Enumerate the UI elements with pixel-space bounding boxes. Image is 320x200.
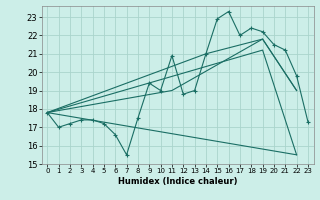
X-axis label: Humidex (Indice chaleur): Humidex (Indice chaleur) bbox=[118, 177, 237, 186]
